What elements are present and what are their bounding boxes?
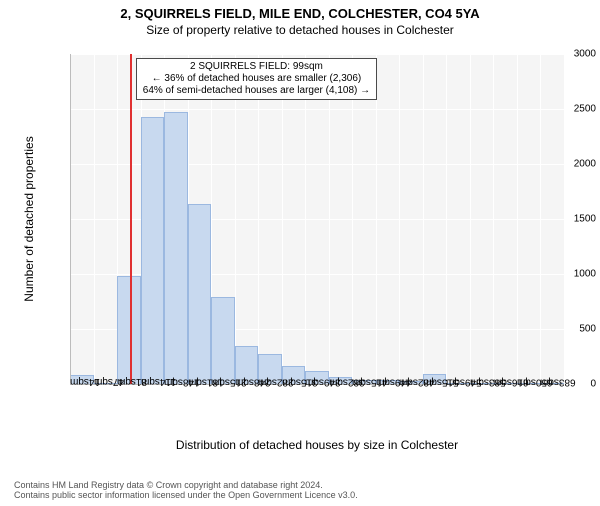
x-gridline bbox=[282, 54, 283, 384]
property-marker-line bbox=[130, 54, 132, 384]
x-gridline bbox=[399, 54, 400, 384]
histogram-bar bbox=[164, 112, 188, 384]
y-tick-label: 500 bbox=[532, 324, 596, 335]
x-axis-label: Distribution of detached houses by size … bbox=[70, 438, 564, 452]
x-gridline bbox=[329, 54, 330, 384]
footer-line-2: Contains public sector information licen… bbox=[14, 490, 600, 500]
y-tick-label: 2000 bbox=[532, 159, 596, 170]
y-axis-label: Number of detached properties bbox=[22, 54, 36, 384]
x-gridline bbox=[352, 54, 353, 384]
x-gridline bbox=[305, 54, 306, 384]
callout-box: 2 SQUIRRELS FIELD: 99sqm← 36% of detache… bbox=[136, 58, 377, 100]
x-gridline bbox=[235, 54, 236, 384]
y-tick-label: 2500 bbox=[532, 104, 596, 115]
footer-line-1: Contains HM Land Registry data © Crown c… bbox=[14, 480, 600, 490]
histogram-bar bbox=[211, 297, 235, 384]
callout-line: ← 36% of detached houses are smaller (2,… bbox=[143, 73, 370, 85]
plot-area bbox=[70, 54, 564, 384]
x-gridline bbox=[517, 54, 518, 384]
callout-line: 2 SQUIRRELS FIELD: 99sqm bbox=[143, 61, 370, 73]
callout-line: 64% of semi-detached houses are larger (… bbox=[143, 85, 370, 97]
x-gridline bbox=[493, 54, 494, 384]
footer-attribution: Contains HM Land Registry data © Crown c… bbox=[0, 480, 600, 500]
x-gridline bbox=[258, 54, 259, 384]
y-axis-line bbox=[70, 54, 71, 384]
histogram-bar bbox=[188, 204, 212, 384]
x-gridline bbox=[470, 54, 471, 384]
x-gridline bbox=[94, 54, 95, 384]
histogram-bar bbox=[141, 117, 165, 384]
x-gridline bbox=[423, 54, 424, 384]
x-gridline bbox=[446, 54, 447, 384]
y-tick-label: 1000 bbox=[532, 269, 596, 280]
histogram-chart: Number of detached properties Distributi… bbox=[0, 6, 600, 466]
y-gridline bbox=[70, 109, 564, 110]
y-tick-label: 1500 bbox=[532, 214, 596, 225]
y-tick-label: 3000 bbox=[532, 49, 596, 60]
x-gridline bbox=[376, 54, 377, 384]
y-gridline bbox=[70, 54, 564, 55]
